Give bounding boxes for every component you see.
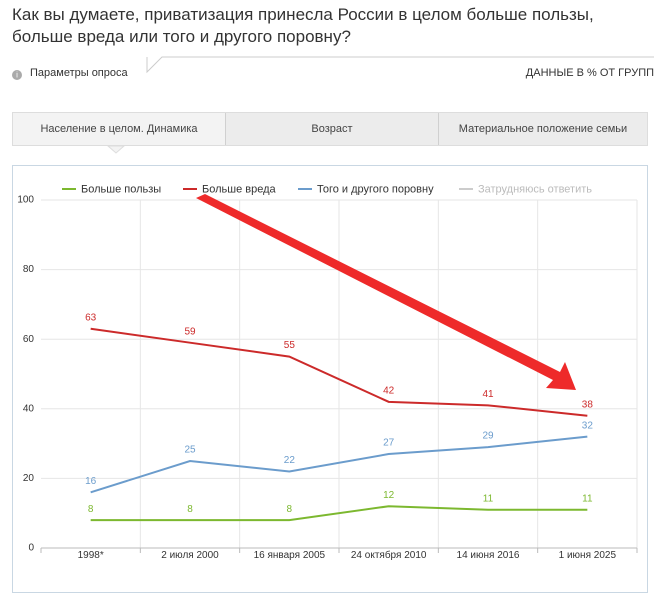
data-label: 41 xyxy=(482,389,494,400)
header-rule xyxy=(146,56,654,74)
data-label: 55 xyxy=(284,340,296,351)
info-icon-glyph: i xyxy=(16,71,18,80)
legend-label[interactable]: Того и другого поровну xyxy=(317,183,434,195)
data-label: 27 xyxy=(383,438,395,449)
legend-label[interactable]: Больше вреда xyxy=(202,183,276,195)
info-icon xyxy=(12,70,22,80)
y-tick-label: 40 xyxy=(23,403,35,414)
y-tick-label: 0 xyxy=(28,543,34,554)
legend-label[interactable]: Затрудняюсь ответить xyxy=(478,183,592,195)
y-tick-label: 60 xyxy=(23,334,35,345)
x-tick-label: 14 июня 2016 xyxy=(456,550,520,561)
tab[interactable]: Возраст xyxy=(225,113,438,145)
x-tick-label: 1 июня 2025 xyxy=(558,550,617,561)
x-tick-label: 1998* xyxy=(77,550,104,561)
survey-params[interactable]: Параметры опроса xyxy=(30,67,128,79)
data-note: ДАННЫЕ В % ОТ ГРУПП xyxy=(525,67,654,79)
page-title: Как вы думаете, приватизация принесла Ро… xyxy=(12,5,594,46)
data-label: 59 xyxy=(184,326,196,337)
legend-label[interactable]: Больше пользы xyxy=(81,183,161,195)
y-tick-label: 100 xyxy=(17,195,34,206)
x-tick-label: 2 июля 2000 xyxy=(161,550,219,561)
data-label: 16 xyxy=(85,476,97,487)
data-label: 63 xyxy=(85,312,97,323)
chart-panel xyxy=(12,165,648,593)
data-label: 32 xyxy=(582,420,594,431)
annotation-arrow xyxy=(196,194,576,390)
tab[interactable]: Материальное положение семьи xyxy=(438,113,647,145)
data-label: 8 xyxy=(187,504,193,515)
x-tick-label: 24 октября 2010 xyxy=(350,550,427,561)
tab[interactable]: Население в целом. Динамика xyxy=(13,113,225,145)
data-label: 38 xyxy=(582,399,594,410)
series-line xyxy=(90,327,588,417)
x-tick-label: 16 января 2005 xyxy=(253,550,326,561)
y-tick-label: 80 xyxy=(23,264,35,275)
tab-bar: Население в целом. Динамика Возраст Матери… xyxy=(12,112,648,146)
y-tick-label: 20 xyxy=(23,473,35,484)
data-label: 8 xyxy=(88,504,94,515)
data-label: 25 xyxy=(184,445,196,456)
data-label: 22 xyxy=(284,455,296,466)
data-label: 12 xyxy=(383,490,395,501)
data-label: 8 xyxy=(287,504,293,515)
series-line xyxy=(90,435,588,494)
series-line xyxy=(90,505,588,522)
data-label: 42 xyxy=(383,385,395,396)
data-label: 29 xyxy=(482,431,494,442)
data-label: 11 xyxy=(582,493,593,504)
data-label: 11 xyxy=(483,493,494,504)
